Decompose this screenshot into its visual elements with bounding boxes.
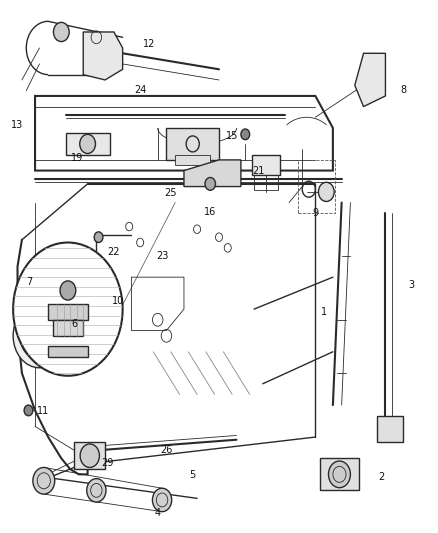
Polygon shape xyxy=(66,133,110,155)
Text: 23: 23 xyxy=(156,251,168,261)
Text: 15: 15 xyxy=(226,131,238,141)
Text: 16: 16 xyxy=(204,207,216,216)
Text: 22: 22 xyxy=(108,247,120,257)
Polygon shape xyxy=(175,155,210,165)
Bar xyxy=(298,160,335,213)
Circle shape xyxy=(241,129,250,140)
Text: 26: 26 xyxy=(160,446,173,455)
Circle shape xyxy=(13,304,66,368)
Text: 13: 13 xyxy=(11,120,23,130)
Polygon shape xyxy=(252,155,280,175)
Circle shape xyxy=(28,322,32,327)
Text: 8: 8 xyxy=(400,85,406,94)
Polygon shape xyxy=(74,442,105,469)
Text: 6: 6 xyxy=(71,319,78,329)
Polygon shape xyxy=(184,160,241,187)
Circle shape xyxy=(28,344,32,350)
Text: 29: 29 xyxy=(101,458,113,467)
Text: 5: 5 xyxy=(190,471,196,480)
Circle shape xyxy=(87,479,106,502)
Circle shape xyxy=(205,177,215,190)
Bar xyxy=(254,175,278,190)
Text: 3: 3 xyxy=(409,280,415,290)
Circle shape xyxy=(80,134,95,154)
Circle shape xyxy=(318,182,334,201)
Text: 4: 4 xyxy=(155,508,161,518)
Circle shape xyxy=(80,444,99,467)
Circle shape xyxy=(50,333,55,338)
Circle shape xyxy=(328,461,350,488)
Circle shape xyxy=(94,232,103,243)
Circle shape xyxy=(152,488,172,512)
Polygon shape xyxy=(48,304,88,320)
Circle shape xyxy=(53,22,69,42)
Text: 11: 11 xyxy=(37,407,49,416)
Circle shape xyxy=(46,344,51,350)
Text: 12: 12 xyxy=(143,39,155,49)
Polygon shape xyxy=(355,53,385,107)
Circle shape xyxy=(46,322,51,327)
Text: 25: 25 xyxy=(165,188,177,198)
Circle shape xyxy=(37,349,42,354)
Circle shape xyxy=(37,317,42,322)
Text: 24: 24 xyxy=(134,85,146,94)
Text: 9: 9 xyxy=(312,208,318,218)
Circle shape xyxy=(13,243,123,376)
Circle shape xyxy=(24,405,33,416)
Text: 19: 19 xyxy=(71,153,83,163)
Polygon shape xyxy=(53,320,83,336)
Text: 21: 21 xyxy=(252,166,265,175)
Polygon shape xyxy=(48,346,88,357)
Polygon shape xyxy=(83,32,123,80)
Polygon shape xyxy=(320,458,359,490)
Circle shape xyxy=(60,281,76,300)
Polygon shape xyxy=(377,416,403,442)
Text: 7: 7 xyxy=(27,278,33,287)
Circle shape xyxy=(33,467,55,494)
Polygon shape xyxy=(166,128,219,160)
Text: 2: 2 xyxy=(378,472,384,482)
Text: 10: 10 xyxy=(112,296,124,306)
Circle shape xyxy=(24,333,28,338)
Text: 1: 1 xyxy=(321,307,327,317)
